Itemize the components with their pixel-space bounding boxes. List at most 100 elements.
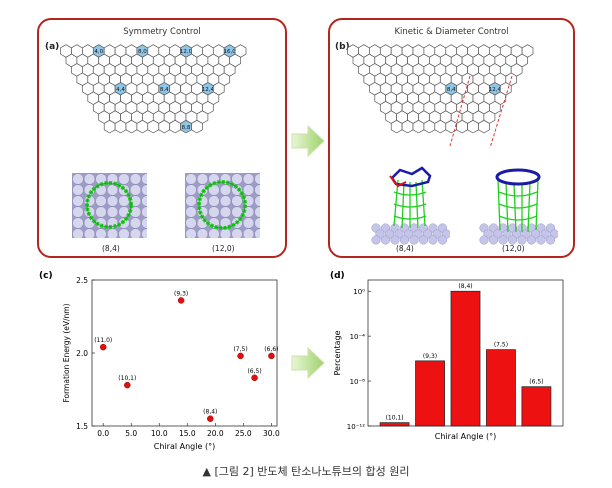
substrate-atom xyxy=(488,235,499,245)
substrate-atom xyxy=(106,206,119,218)
panel-b-title: Kinetic & Diameter Control xyxy=(394,27,509,37)
substrate-atom xyxy=(219,184,232,196)
x-tick-label: 30.0 xyxy=(263,429,280,438)
hexagon-label: 4,4 xyxy=(116,87,125,93)
caption-8-4: (8,4) xyxy=(102,244,120,253)
point-label: (6,5) xyxy=(247,368,261,375)
x-axis-label: Chiral Angle (°) xyxy=(154,442,215,451)
substrate-atom xyxy=(508,235,518,245)
hexagon-lattice-a: 4,0 8,0 12,0 16,0 4,4 8,4 12,4 8,8 xyxy=(60,44,247,134)
lattice-hexagon xyxy=(147,119,160,134)
substrate-atom xyxy=(185,217,197,229)
substrate-atom xyxy=(72,184,84,196)
panel-a-label: (a) xyxy=(45,42,60,52)
data-point xyxy=(237,352,244,360)
lattice-hexagon xyxy=(467,119,479,134)
substrate-atom xyxy=(72,206,84,218)
lattice-hexagon xyxy=(169,119,181,134)
lattice-hexagon xyxy=(456,119,468,134)
bar-label: (7,5) xyxy=(494,342,508,349)
substrate-atom xyxy=(185,173,197,185)
y-axis-label: Formation Energy (eV/nm) xyxy=(62,303,71,402)
x-tick-label: 15.0 xyxy=(179,429,196,438)
substrate-atom xyxy=(380,235,391,245)
substrate-atom xyxy=(72,217,84,229)
y-tick-label: 10⁻⁴ xyxy=(350,333,366,341)
hexagon-label: 8,8 xyxy=(182,125,191,131)
substrate-atom xyxy=(219,195,232,207)
substrate-atom xyxy=(231,195,243,207)
substrate-atom xyxy=(545,235,555,245)
substrate-atom xyxy=(106,195,119,207)
substrate-atom xyxy=(390,235,400,245)
substrate-atom xyxy=(118,173,130,185)
substrate-atom xyxy=(219,228,232,238)
y-tick-label: 2.5 xyxy=(76,276,88,285)
figure-caption: ▲ [그림 2] 반도체 탄소나노튜브의 합성 원리 xyxy=(202,465,410,478)
data-point xyxy=(251,374,258,382)
substrate-atom xyxy=(219,206,232,218)
y-tick-label: 10⁰ xyxy=(353,288,365,296)
y-tick-label: 10⁻¹² xyxy=(347,423,365,431)
x-tick-label: 20.0 xyxy=(207,429,224,438)
lattice-hexagon xyxy=(423,119,436,134)
bar xyxy=(486,349,516,427)
substrate-atom xyxy=(185,184,197,196)
formation-energy-scatter-chart: (c) 0.0 5.0 10.0 15.0 20.0 25.0 30.0 1.5 2.0 2.5 Ch… xyxy=(39,271,280,451)
bar-label: (10,1) xyxy=(386,415,404,422)
hexagon-label: 8,4 xyxy=(160,87,169,93)
point-label: (10,1) xyxy=(118,375,136,382)
substrate-atom xyxy=(129,217,142,229)
right-arrow-icon xyxy=(291,346,325,380)
bar-label: (6,5) xyxy=(529,379,543,386)
point-label: (11,0) xyxy=(94,337,112,344)
substrate-atom xyxy=(196,173,209,185)
lattice-hexagon xyxy=(136,119,149,134)
substrate-atom xyxy=(185,228,197,238)
hexagon-label: 16,0 xyxy=(224,49,237,55)
point-label: (6,6) xyxy=(264,346,278,353)
substrate-atom xyxy=(208,195,220,207)
dashed-guide-line xyxy=(449,75,471,147)
hexagon-label: 12,4 xyxy=(489,87,502,93)
y-tick-label: 1.5 xyxy=(76,422,88,431)
substrate-atom xyxy=(83,228,96,238)
hexagon-label: 12,4 xyxy=(202,87,215,93)
caption-b-8-4: (8,4) xyxy=(396,244,414,253)
substrate-atom xyxy=(129,184,142,196)
substrate-atom xyxy=(129,173,142,185)
substrate-atom xyxy=(208,206,220,218)
substrate-atom xyxy=(479,235,489,245)
lattice-hexagon xyxy=(412,119,425,134)
substrate-atom xyxy=(72,173,84,185)
right-arrow-icon xyxy=(291,124,325,158)
bar-label: (9,3) xyxy=(423,353,437,360)
substrate-atom xyxy=(242,184,255,196)
substrate-atom xyxy=(83,173,96,185)
substrate-atom xyxy=(231,228,243,238)
panel-a-title: Symmetry Control xyxy=(123,27,201,37)
dashed-guide-line xyxy=(489,75,513,149)
hexagon-label: 12,0 xyxy=(180,49,193,55)
chart-c-label: (c) xyxy=(39,271,53,281)
x-axis-label: Chiral Angle (°) xyxy=(435,432,496,441)
substrate-atom xyxy=(409,235,419,245)
panel-b-kinetic-diameter-control: Kinetic & Diameter Control (b) 8,4 12,4 (… xyxy=(328,18,575,258)
data-point xyxy=(207,415,214,422)
substrate-atom xyxy=(400,235,410,245)
lattice-hexagon xyxy=(390,119,403,134)
substrate-atom xyxy=(428,235,438,245)
substrate-atom xyxy=(208,228,220,238)
panel-a-symmetry-control: Symmetry Control (a) 4,0 8,0 12,0 16,0 4,4 8,… xyxy=(37,18,287,258)
tube-side-view-8-4 xyxy=(371,166,450,245)
hexagon-label: 8,0 xyxy=(138,49,147,55)
substrate-atom xyxy=(129,228,142,238)
lattice-hexagon xyxy=(158,119,171,134)
lattice-hexagon xyxy=(191,119,203,134)
y-axis-label: Percentage xyxy=(333,330,342,375)
tube-top-view-12-0 xyxy=(185,173,260,238)
hexagon-label: 8,4 xyxy=(447,87,456,93)
x-tick-label: 10.0 xyxy=(151,429,168,438)
lattice-hexagon xyxy=(125,119,138,134)
lattice-hexagon xyxy=(478,119,490,134)
